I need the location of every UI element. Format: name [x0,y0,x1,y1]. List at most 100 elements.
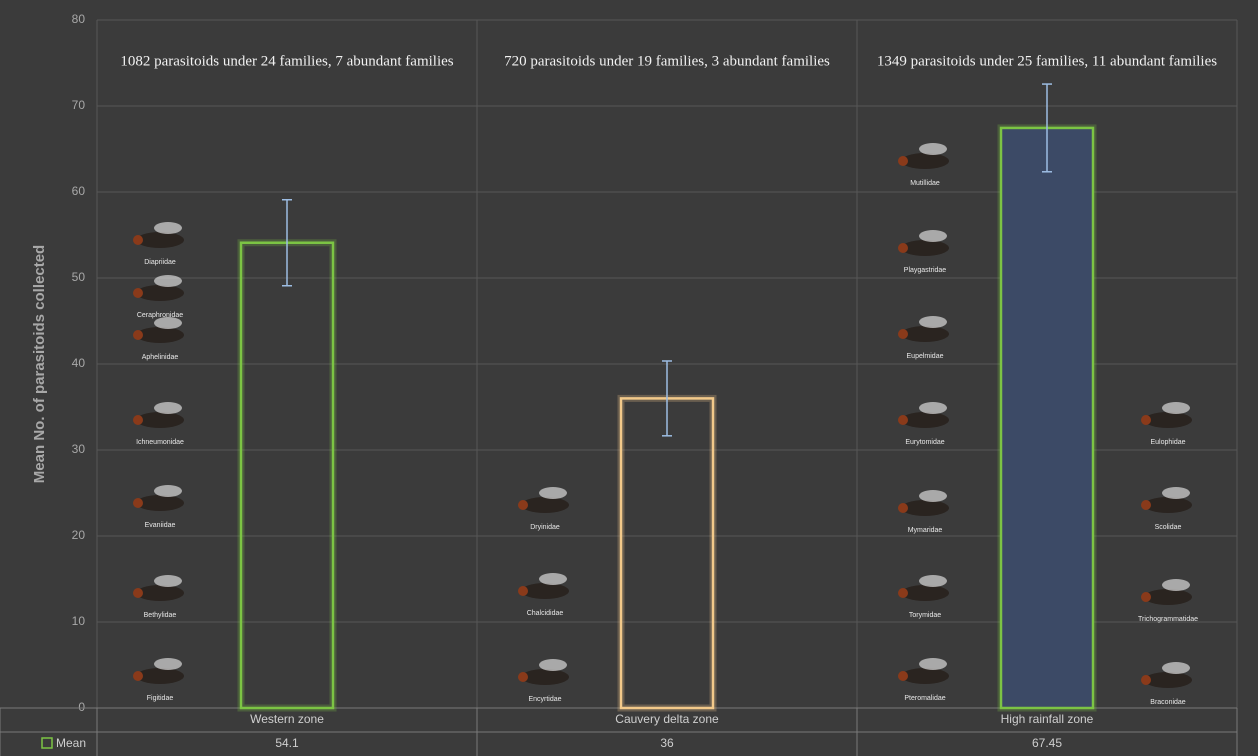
family-label: Ceraphronidae [137,312,183,319]
bar [999,126,1095,710]
insect-body [901,500,949,516]
insect-body [136,285,184,301]
insect-wing [919,490,947,502]
y-axis-label: Mean No. of parasitoids collected [31,245,48,483]
insect-wing [919,575,947,587]
family-label: Eurytomidae [905,439,944,446]
insect-wing [919,402,947,414]
y-tick-label: 20 [72,528,86,542]
bar [239,241,335,710]
insect-head [898,588,908,598]
insect-wing [919,143,947,155]
annotation: 1082 parasitoids under 24 families, 7 ab… [120,53,453,69]
family-label: Eupelmidae [907,353,944,360]
insect-body [1144,589,1192,605]
insect-body [1144,412,1192,428]
family-label: Bethylidae [144,612,177,619]
table-value: 54.1 [275,736,299,750]
family-label: Braconidae [1150,699,1186,706]
annotation: 720 parasitoids under 19 families, 3 abu… [504,53,830,69]
insect-head [133,330,143,340]
insect-wing [1162,662,1190,674]
insect-body [136,668,184,684]
y-tick-label: 40 [72,356,86,370]
insect-head [133,671,143,681]
insect-wing [154,575,182,587]
x-tick-label: Cauvery delta zone [615,712,719,726]
insect-body [521,583,569,599]
insect-body [1144,672,1192,688]
table-value: 36 [660,736,674,750]
insect-head [133,588,143,598]
insect-body [136,232,184,248]
y-tick-label: 10 [72,614,86,628]
family-label: Diapriidae [144,259,176,266]
family-label: Evaniidae [145,522,176,529]
bar-glow [237,239,337,712]
insect-body [901,326,949,342]
insect-body [521,497,569,513]
legend-label: Mean [56,736,86,750]
insect-head [133,498,143,508]
insect-head [518,672,528,682]
insect-wing [539,659,567,671]
insect-body [136,412,184,428]
family-label: Mutillidae [910,180,940,187]
insect-wing [919,230,947,242]
family-label: Torymidae [909,612,941,619]
bar [619,397,715,710]
insect-body [901,585,949,601]
family-label: Trichogrammatidae [1138,616,1198,623]
insect-head [898,243,908,253]
family-label: Chalcididae [527,610,564,617]
bar-glow [617,394,717,712]
insect-body [901,240,949,256]
family-label: Encyrtidae [528,696,561,703]
y-tick-label: 30 [72,442,86,456]
insect-head [1141,592,1151,602]
insect-wing [1162,402,1190,414]
insect-head [1141,500,1151,510]
insect-head [898,503,908,513]
insect-wing [539,573,567,585]
insect-body [901,412,949,428]
insect-body [901,668,949,684]
insect-wing [154,658,182,670]
insect-body [901,153,949,169]
family-label: Aphelinidae [142,354,179,361]
family-label: Ichneumonidae [136,439,184,446]
y-tick-label: 50 [72,270,86,284]
insect-head [898,415,908,425]
insect-head [898,156,908,166]
insect-head [898,329,908,339]
insect-wing [154,275,182,287]
insect-head [133,288,143,298]
insect-wing [154,485,182,497]
y-tick-label: 70 [72,98,86,112]
table-value: 67.45 [1032,736,1062,750]
insect-wing [919,658,947,670]
insect-head [133,415,143,425]
x-tick-label: Western zone [250,712,324,726]
insect-body [521,669,569,685]
insect-wing [154,317,182,329]
insect-body [136,495,184,511]
insect-wing [539,487,567,499]
family-label: Figitidae [147,695,174,702]
family-label: Scolidae [1155,524,1182,531]
y-tick-label: 0 [78,700,85,714]
y-tick-label: 80 [72,12,86,26]
family-label: Dryinidae [530,524,560,531]
insect-head [133,235,143,245]
insect-wing [1162,487,1190,499]
legend-key [41,737,53,749]
insect-wing [154,222,182,234]
insect-wing [154,402,182,414]
family-label: Pteromalidae [904,695,945,702]
insect-head [898,671,908,681]
insect-body [136,327,184,343]
insect-head [518,500,528,510]
insect-wing [1162,579,1190,591]
